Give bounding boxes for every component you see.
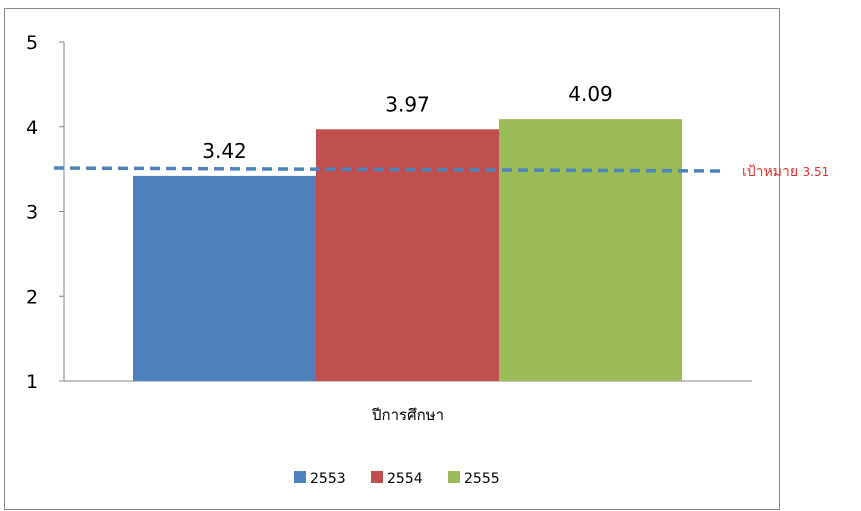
bar-2555	[499, 119, 682, 381]
data-label-2554: 3.97	[385, 92, 430, 116]
data-label-2555: 4.09	[568, 82, 613, 106]
legend-label-2555: 2555	[464, 471, 500, 487]
y-tick-label: 5	[26, 32, 38, 54]
x-axis-label: ปีการศึกษา	[371, 406, 444, 424]
y-tick-label: 1	[26, 371, 38, 393]
y-tick-label: 3	[26, 202, 38, 224]
legend-swatch-2555	[448, 471, 460, 483]
target-label: เป้าหมาย 3.51	[742, 164, 829, 180]
legend-label-2553: 2553	[310, 471, 346, 487]
y-tick-label: 4	[26, 117, 38, 139]
bar-2554	[316, 129, 499, 381]
y-tick-label: 2	[26, 286, 38, 308]
target-value: 3.51	[803, 165, 830, 179]
legend-swatch-2553	[294, 471, 306, 483]
data-label-2553: 3.42	[202, 139, 247, 163]
legend-swatch-2554	[371, 471, 383, 483]
bar-2553	[133, 175, 316, 381]
legend-label-2554: 2554	[387, 471, 423, 487]
